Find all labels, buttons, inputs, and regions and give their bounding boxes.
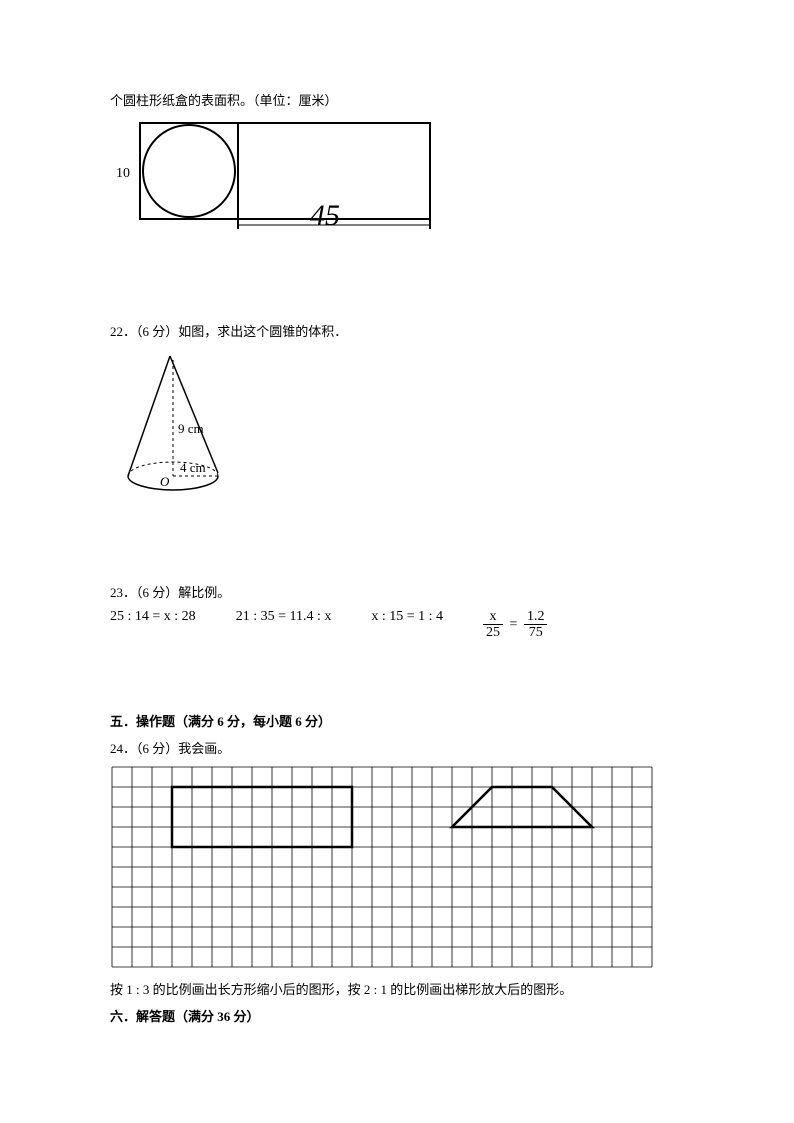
q21-figure: 10 45 bbox=[110, 117, 684, 241]
q21-label-10: 10 bbox=[116, 166, 130, 181]
q23-eq-b: 21 : 35 = 11.4 : x bbox=[236, 609, 332, 625]
q21-intro: 个圆柱形纸盒的表面积。（单位：厘米） bbox=[110, 90, 684, 109]
q23-eq-c: x : 15 = 1 : 4 bbox=[371, 609, 443, 625]
q23-eq-a: 25 : 14 = x : 28 bbox=[110, 609, 196, 625]
q23-text: 23．（6 分）解比例。 bbox=[110, 582, 684, 601]
section5-title: 五．操作题（满分 6 分，每小题 6 分） bbox=[110, 711, 684, 730]
q22-center-label: O bbox=[160, 474, 170, 489]
q22-figure: 9 cm 4 cm O bbox=[110, 348, 684, 512]
section6-title: 六．解答题（满分 36 分） bbox=[110, 1006, 684, 1025]
q24-grid bbox=[110, 765, 684, 973]
q23-eq-d: x25 = 1.275 bbox=[483, 609, 547, 641]
q23-equations: 25 : 14 = x : 28 21 : 35 = 11.4 : x x : … bbox=[110, 609, 684, 641]
q24-after: 按 1 : 3 的比例画出长方形缩小后的图形，按 2 : 1 的比例画出梯形放大… bbox=[110, 979, 684, 998]
q22-height-label: 9 cm bbox=[178, 421, 204, 436]
q22-text: 22．（6 分）如图，求出这个圆锥的体积． bbox=[110, 321, 684, 340]
q21-label-45: 45 bbox=[310, 199, 340, 232]
q24-text: 24．（6 分）我会画。 bbox=[110, 738, 684, 757]
q22-radius-label: 4 cm bbox=[180, 460, 206, 475]
